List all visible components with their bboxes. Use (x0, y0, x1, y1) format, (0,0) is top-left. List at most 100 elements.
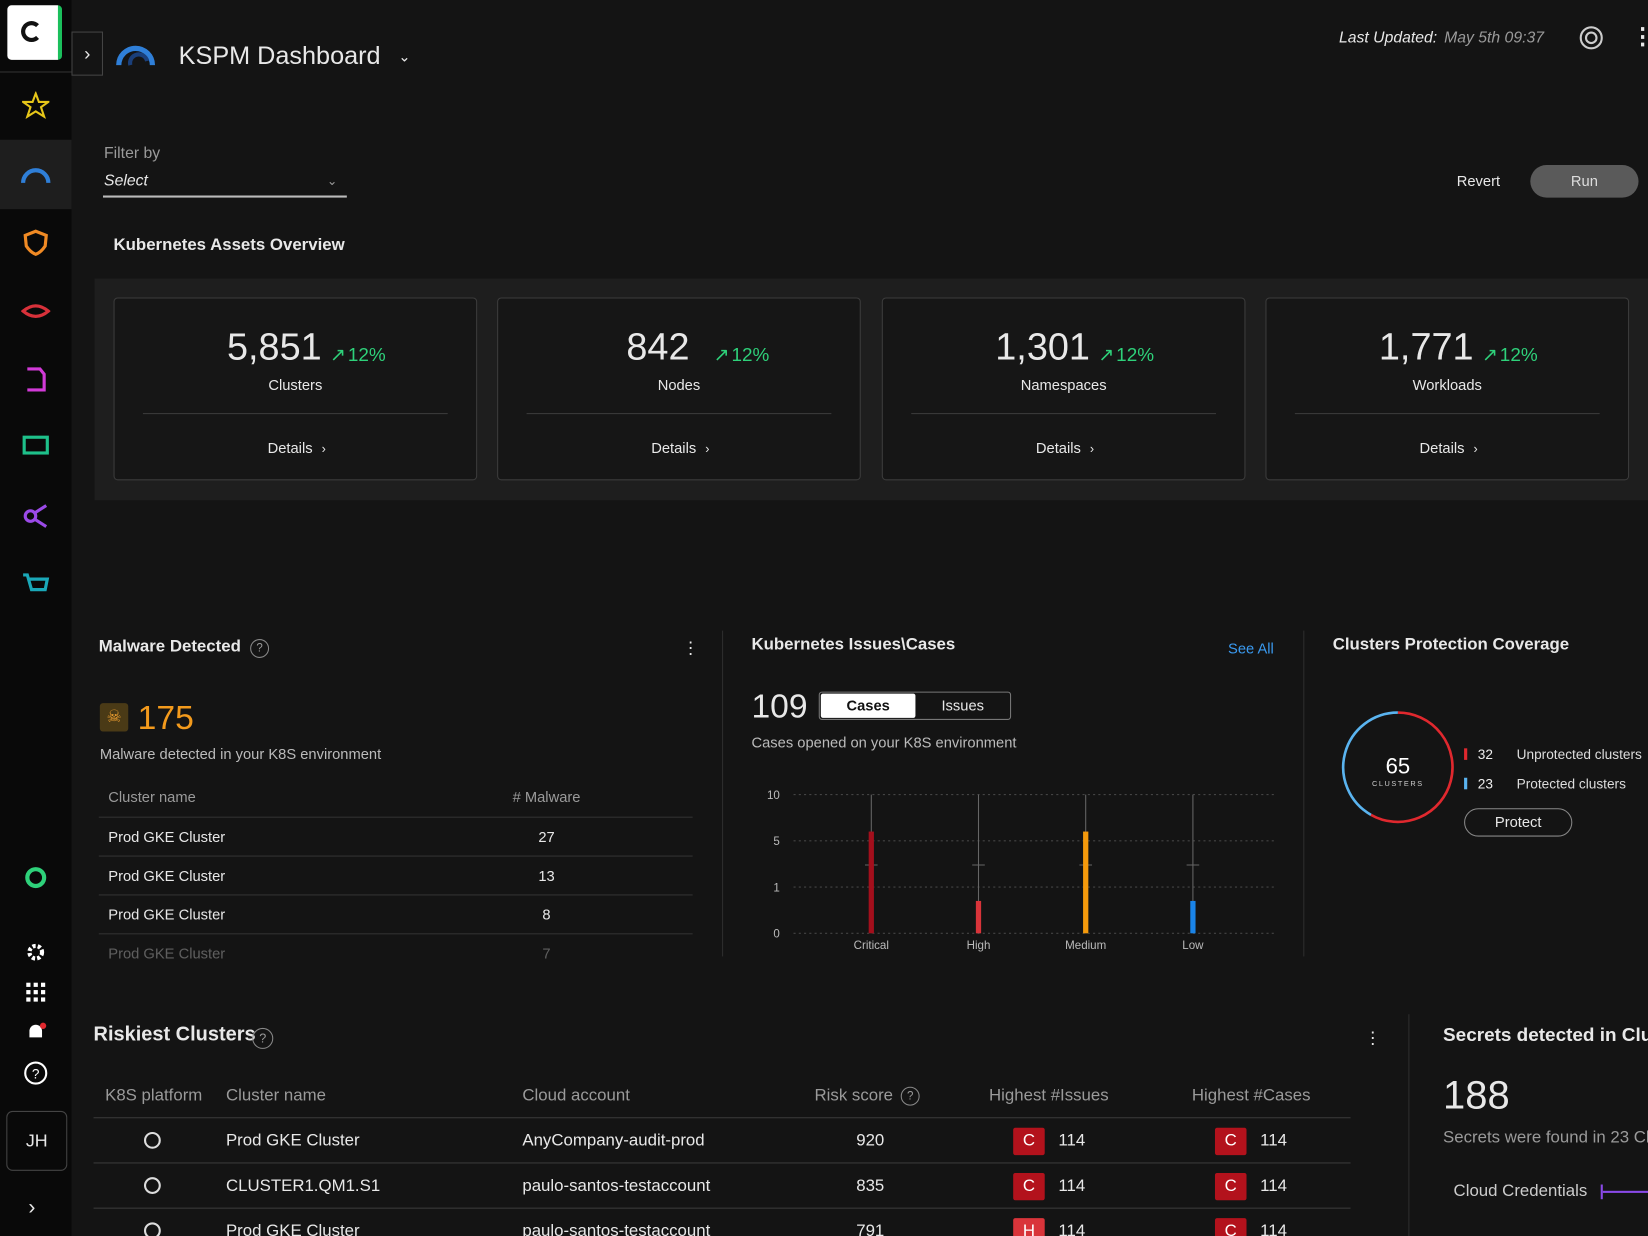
tab-issues[interactable]: Issues (941, 696, 985, 714)
settings-icon[interactable] (25, 942, 46, 963)
widget-menu[interactable]: ⋮ (1364, 1030, 1382, 1048)
details-link[interactable]: Details (651, 439, 697, 457)
cluster-name: Prod GKE Cluster (225, 1222, 360, 1236)
cluster-name: CLUSTER1.QM1.S1 (225, 1177, 381, 1196)
asset-value: 1,301 (995, 324, 1090, 368)
divider (1303, 630, 1305, 957)
malware-count: 7 (542, 944, 551, 962)
svg-text:?: ? (32, 1066, 40, 1081)
cloud-account: paulo-santos-testaccount (522, 1222, 711, 1236)
graph-icon[interactable] (22, 502, 49, 529)
help-icon[interactable]: ? (23, 1060, 48, 1085)
malware-count: 27 (538, 828, 555, 846)
malware-count: 175 (137, 698, 194, 737)
run-button[interactable]: Run (1530, 165, 1639, 198)
notifications-icon[interactable] (24, 1021, 47, 1044)
donut-center-label: CLUSTERS (1372, 779, 1424, 788)
y-tick-label: 10 (767, 790, 780, 802)
table-separator (98, 855, 693, 857)
card-divider (911, 413, 1217, 415)
issues-count: 114 (1058, 1131, 1086, 1150)
donut-segment (1341, 711, 1398, 816)
legend-swatch (1464, 748, 1468, 760)
cluster-name: Prod GKE Cluster (108, 867, 226, 884)
refresh-icon[interactable] (1577, 23, 1606, 52)
collapse-button[interactable]: › (71, 31, 103, 76)
chevron: › (705, 441, 710, 457)
legend-value: 32 (1478, 747, 1493, 762)
y-tick-label: 0 (773, 929, 779, 941)
dashboard-icon[interactable] (20, 164, 52, 185)
severity-badge: C (1013, 1127, 1045, 1156)
widget-description: Cases opened on your K8S environment (751, 733, 1017, 751)
severity-badge: C (1214, 1172, 1247, 1201)
filter-label: Filter by (104, 144, 161, 163)
eye-icon[interactable] (21, 301, 51, 322)
asset-card (497, 297, 861, 481)
filter-select[interactable]: Select (104, 171, 148, 190)
y-tick-label: 5 (773, 836, 779, 848)
apps-icon[interactable] (25, 982, 46, 1003)
asset-label: Nodes (657, 376, 701, 394)
status-icon[interactable] (23, 865, 48, 890)
cart-icon[interactable] (22, 572, 50, 597)
shield-icon[interactable] (22, 229, 49, 257)
user-avatar[interactable]: JH (6, 1110, 68, 1171)
title-dropdown[interactable]: ⌄ (398, 47, 411, 65)
asset-label: Clusters (268, 376, 323, 394)
divider (722, 630, 724, 957)
issues-count: 114 (1058, 1222, 1086, 1236)
legend-swatch (1464, 777, 1468, 790)
cases-count: 114 (1260, 1222, 1287, 1236)
secret-type: Cloud Credentials (1453, 1182, 1588, 1201)
chevron: › (321, 441, 326, 457)
help-icon[interactable]: ? (900, 1086, 920, 1106)
cluster-name: Prod GKE Cluster (108, 828, 226, 846)
risk-score: 835 (856, 1177, 885, 1196)
favorites-icon[interactable] (22, 91, 50, 119)
expand-button[interactable]: › (28, 1196, 36, 1220)
details-link[interactable]: Details (267, 439, 313, 457)
more-menu[interactable]: ⋮ (1631, 23, 1648, 50)
monitor-icon[interactable] (22, 435, 49, 460)
donut-center-value: 65 (1386, 754, 1411, 779)
revert-button[interactable]: Revert (1456, 172, 1501, 190)
details-link[interactable]: Details (1419, 439, 1465, 457)
widget-menu[interactable]: ⋮ (682, 640, 699, 658)
table-separator (93, 1162, 1351, 1164)
platform-icon (143, 1177, 161, 1194)
asset-change: 12% (1499, 344, 1538, 366)
column-header: Cluster name (108, 788, 196, 806)
help-icon[interactable]: ? (250, 639, 270, 658)
bar (1083, 831, 1089, 934)
table-separator (98, 816, 693, 818)
last-updated-label: Last Updated: (1339, 28, 1438, 47)
asset-change: 12% (731, 344, 770, 366)
cluster-name: Prod GKE Cluster (225, 1131, 360, 1150)
x-tick-label: High (967, 940, 991, 952)
protect-button[interactable]: Protect (1464, 808, 1573, 837)
cloud-account: paulo-santos-testaccount (522, 1177, 711, 1196)
filter-caret[interactable]: ⌄ (326, 173, 338, 189)
issues-chart: 0 1 5 10 Critical High Medium Low (767, 790, 1274, 952)
column-header: Cloud account (522, 1086, 630, 1105)
secrets-count: 188 (1443, 1073, 1510, 1118)
severity-badge: C (1214, 1218, 1247, 1236)
help-icon[interactable]: ? (252, 1027, 274, 1049)
see-all-link[interactable]: See All (1228, 640, 1274, 657)
table-separator (98, 933, 693, 935)
sidebar: ? JH › (0, 0, 72, 1236)
risk-score: 791 (856, 1222, 885, 1236)
card-divider (1294, 413, 1600, 415)
severity-badge: C (1013, 1172, 1045, 1201)
table-separator (93, 1207, 1351, 1209)
platform-icon (143, 1131, 161, 1149)
bar (975, 900, 982, 934)
tab-cases[interactable]: Cases (820, 693, 916, 718)
doc-icon[interactable] (23, 366, 48, 393)
app-logo[interactable] (7, 5, 63, 60)
secret-bar (1602, 1190, 1648, 1193)
details-link[interactable]: Details (1035, 439, 1081, 457)
legend-label: Unprotected clusters (1517, 747, 1642, 762)
widget-title: Secrets detected in Clusters (1443, 1024, 1648, 1046)
